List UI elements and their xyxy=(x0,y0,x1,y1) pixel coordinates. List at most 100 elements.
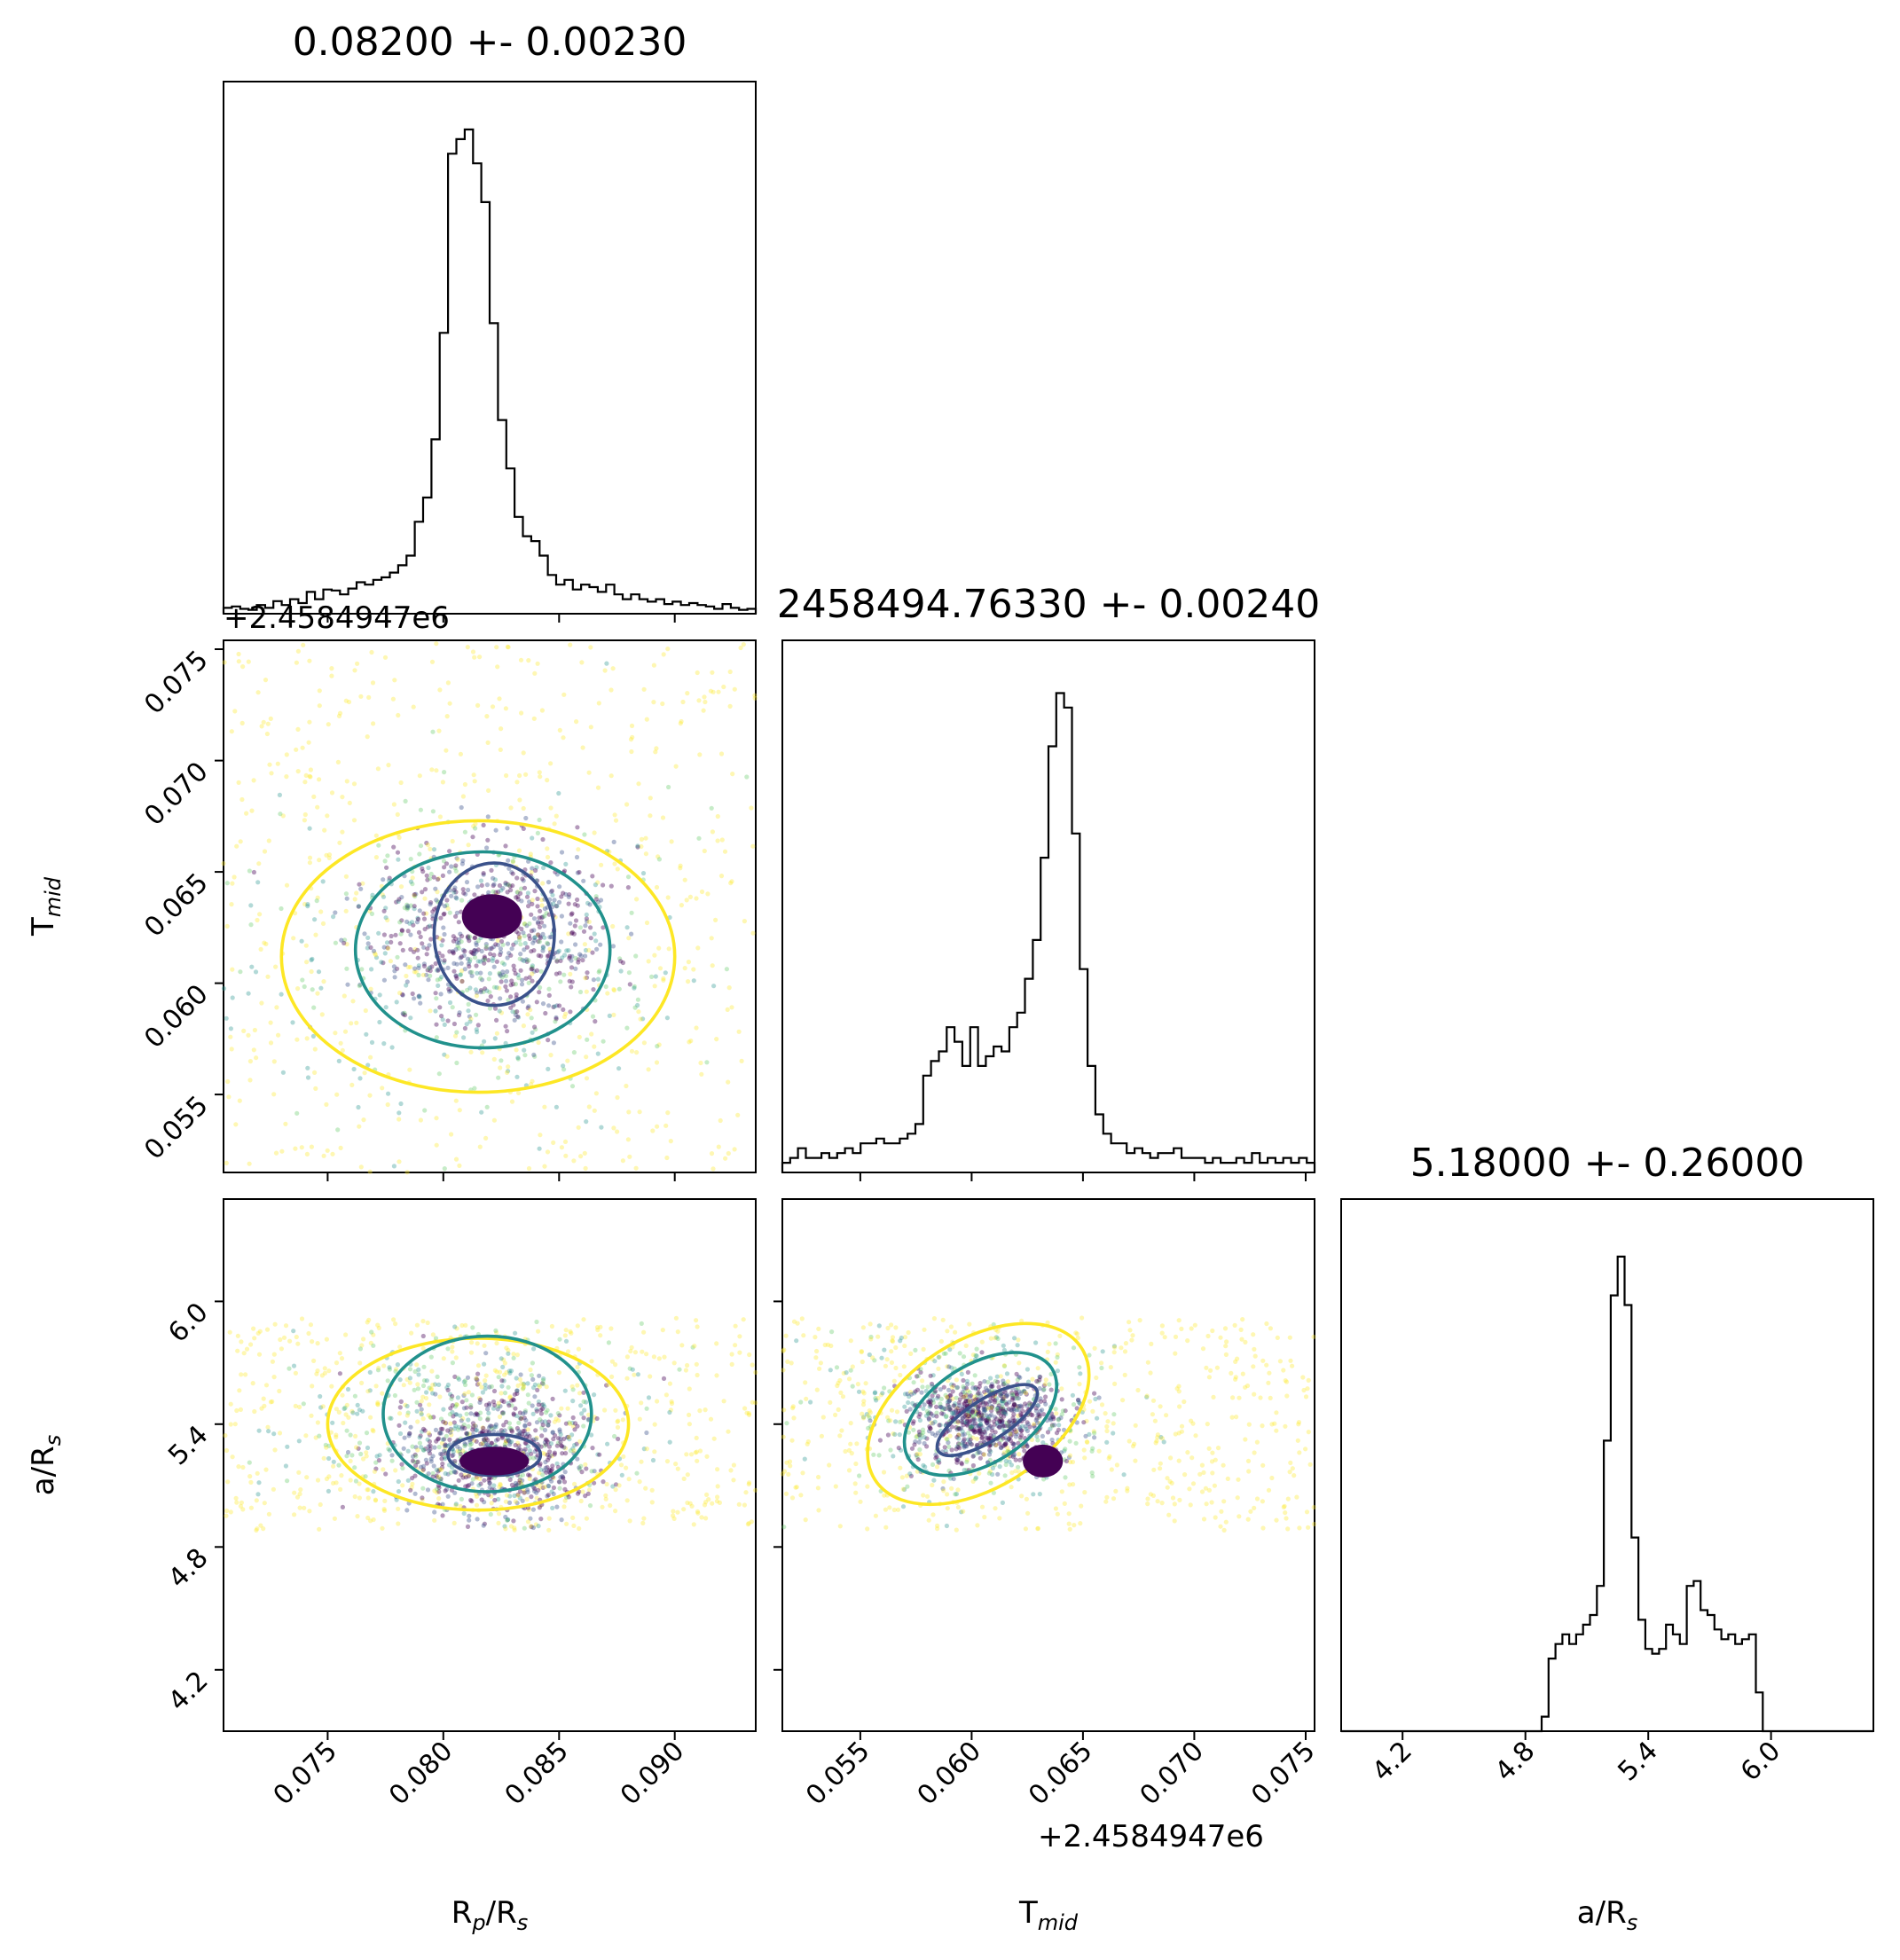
scatter-point xyxy=(403,962,408,968)
scatter-point xyxy=(717,1500,723,1505)
panel-hist-rp xyxy=(223,81,757,615)
scatter-point xyxy=(1047,1341,1052,1346)
scatter-point xyxy=(525,1392,530,1398)
scatter-point xyxy=(908,1473,914,1478)
scatter-point xyxy=(404,1170,410,1175)
scatter-point xyxy=(546,941,551,946)
scatter-point xyxy=(1223,1519,1229,1525)
scatter-point xyxy=(399,918,404,923)
scatter-point xyxy=(492,1424,498,1430)
scatter-point xyxy=(577,1391,583,1396)
scatter-point xyxy=(555,1440,561,1446)
scatter-point xyxy=(1111,1412,1117,1417)
scatter-point xyxy=(304,1036,310,1041)
scatter-point xyxy=(312,1070,318,1075)
scatter-point xyxy=(1047,1382,1052,1387)
scatter-point xyxy=(530,940,536,945)
scatter-point xyxy=(918,1367,923,1372)
scatter-point xyxy=(1089,1470,1095,1476)
scatter-point xyxy=(521,1382,526,1387)
scatter-point xyxy=(396,1521,401,1526)
scatter-point xyxy=(968,1399,974,1405)
scatter-point xyxy=(460,858,466,864)
scatter-point xyxy=(1113,1488,1119,1494)
scatter-point xyxy=(431,1463,436,1469)
scatter-point xyxy=(498,1481,503,1486)
scatter-point xyxy=(934,1410,939,1415)
scatter-point xyxy=(915,1373,921,1379)
scatter-point xyxy=(365,935,371,940)
scatter-point xyxy=(464,880,470,885)
scatter-point xyxy=(228,1034,233,1039)
scatter-point xyxy=(241,1028,247,1033)
scatter-point xyxy=(981,1409,986,1415)
scatter-point xyxy=(261,1396,266,1401)
scatter-point xyxy=(542,1443,547,1448)
scatter-point xyxy=(443,1448,448,1454)
scatter-point xyxy=(491,1406,497,1411)
scatter-point xyxy=(350,999,356,1004)
scatter-point xyxy=(539,708,546,713)
scatter-point xyxy=(1158,1434,1164,1440)
scatter-point xyxy=(1268,1395,1273,1400)
scatter-point xyxy=(466,1008,471,1014)
scatter-point xyxy=(973,1477,978,1482)
scatter-point xyxy=(352,1465,357,1470)
scatter-point xyxy=(483,1438,488,1443)
scatter-point xyxy=(492,1036,498,1041)
scatter-point xyxy=(1187,1486,1192,1492)
scatter-point xyxy=(944,1523,949,1529)
scatter-point xyxy=(430,1332,436,1337)
scatter-point xyxy=(546,1444,553,1449)
scatter-point xyxy=(442,904,448,909)
scatter-point xyxy=(554,872,561,877)
scatter-point xyxy=(421,1378,428,1384)
scatter-point xyxy=(554,1443,560,1448)
scatter-point xyxy=(457,1163,462,1168)
scatter-point xyxy=(679,718,684,725)
scatter-point xyxy=(470,1477,476,1482)
scatter-point xyxy=(419,1464,424,1470)
scatter-point xyxy=(515,1492,521,1497)
scatter-point xyxy=(936,1366,941,1371)
scatter-point xyxy=(965,1412,970,1417)
scatter-point xyxy=(506,1384,511,1390)
scatter-point xyxy=(1067,1453,1072,1458)
scatter-point xyxy=(412,892,417,898)
scatter-point xyxy=(683,1368,689,1373)
scatter-point xyxy=(528,1367,533,1373)
scatter-point xyxy=(445,906,451,911)
scatter-point xyxy=(1306,1430,1311,1435)
scatter-point xyxy=(656,857,663,862)
scatter-point xyxy=(643,1486,648,1491)
scatter-point xyxy=(440,953,445,959)
scatter-point xyxy=(540,1423,546,1428)
scatter-point xyxy=(317,858,322,863)
scatter-point xyxy=(1120,1398,1126,1403)
scatter-point xyxy=(405,1410,411,1415)
scatter-point xyxy=(560,1451,565,1456)
scatter-point xyxy=(1267,1370,1272,1376)
scatter-point xyxy=(412,1452,418,1457)
scatter-point xyxy=(504,1439,509,1444)
scatter-point xyxy=(525,1487,530,1493)
scatter-point xyxy=(1145,1501,1150,1507)
scatter-point xyxy=(365,1389,371,1394)
scatter-point xyxy=(530,1403,535,1408)
scatter-point xyxy=(514,992,519,997)
scatter-point xyxy=(492,1402,498,1407)
scatter-point xyxy=(1007,1419,1012,1424)
scatter-point xyxy=(938,1404,943,1409)
scatter-point xyxy=(522,1525,527,1531)
scatter-point xyxy=(551,1040,557,1046)
scatter-point xyxy=(1034,1415,1040,1421)
scatter-point xyxy=(921,1406,926,1411)
scatter-point xyxy=(456,920,461,925)
scatter-point xyxy=(1024,1496,1029,1501)
scatter-point xyxy=(501,1378,506,1384)
scatter-point xyxy=(502,1391,508,1396)
scatter-point xyxy=(526,1004,531,1009)
scatter-point xyxy=(415,915,420,921)
scatter-point xyxy=(516,1420,522,1425)
scatter-point xyxy=(519,1431,525,1437)
